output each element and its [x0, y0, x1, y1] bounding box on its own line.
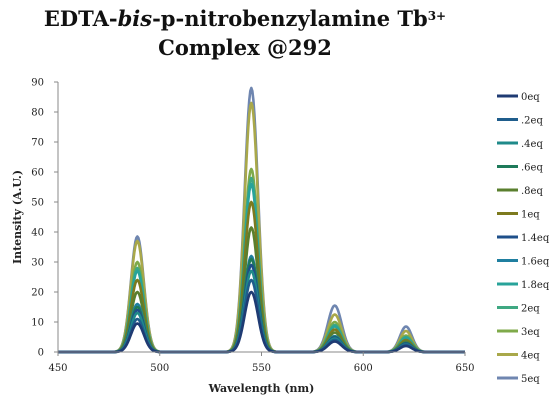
y-tick-label: 20 — [31, 288, 44, 299]
y-tick-label: 70 — [31, 138, 44, 149]
x-tick-label: 550 — [252, 363, 271, 374]
legend-label: .4eq — [521, 139, 543, 150]
chart-title-line-2: Complex @292 — [158, 35, 332, 60]
tick-layer: 0 10 20 30 40 50 60 70 80 90 450 500 550 600 650 — [31, 78, 474, 375]
legend-label: 1eq — [521, 210, 540, 221]
x-tick-label: 600 — [354, 363, 373, 374]
legend-label: 0eq — [521, 92, 540, 103]
y-tick-label: 50 — [31, 198, 44, 209]
legend-label: 1.4eq — [521, 233, 550, 244]
x-tick-label: 650 — [455, 363, 474, 374]
legend-label: .6eq — [521, 163, 543, 174]
x-tick-label: 500 — [150, 363, 169, 374]
x-tick-label: 450 — [48, 363, 67, 374]
title-prefix: EDTA- — [43, 6, 118, 31]
legend-label: .8eq — [521, 186, 543, 197]
series-layer — [57, 86, 466, 354]
legend-label: 3eq — [521, 327, 540, 338]
title-suffix: -p-nitrobenzylamine Tb — [152, 6, 428, 31]
legend: 0eq .2eq .4eq .6eq .8eq 1eq 1.4eq 1.6eq 1.8eq 2eq… — [497, 92, 550, 385]
y-tick-label: 30 — [31, 258, 44, 269]
series-line-0eq — [57, 290, 466, 354]
legend-label: 2eq — [521, 304, 540, 315]
y-tick-label: 90 — [31, 78, 44, 89]
legend-label: 4eq — [521, 351, 540, 362]
legend-label: 1.8eq — [521, 280, 550, 291]
legend-label: 5eq — [521, 374, 540, 385]
title-italic: bis — [117, 6, 153, 31]
chart-title: EDTA-bis-p-nitrobenzylamine Tb3+ Complex… — [0, 4, 490, 62]
y-tick-label: 80 — [31, 108, 44, 119]
legend-label: .2eq — [521, 116, 543, 127]
y-tick-label: 0 — [38, 348, 44, 359]
x-axis-label: Wavelength (nm) — [208, 382, 315, 395]
y-tick-label: 10 — [31, 318, 44, 329]
chart-title-line-1: EDTA-bis-p-nitrobenzylamine Tb3+ — [0, 4, 490, 33]
legend-label: 1.6eq — [521, 257, 550, 268]
y-tick-label: 40 — [31, 228, 44, 239]
y-tick-label: 60 — [31, 168, 44, 179]
y-axis-label: Intensity (A.U.) — [11, 170, 24, 264]
title-superscript: 3+ — [427, 9, 447, 23]
